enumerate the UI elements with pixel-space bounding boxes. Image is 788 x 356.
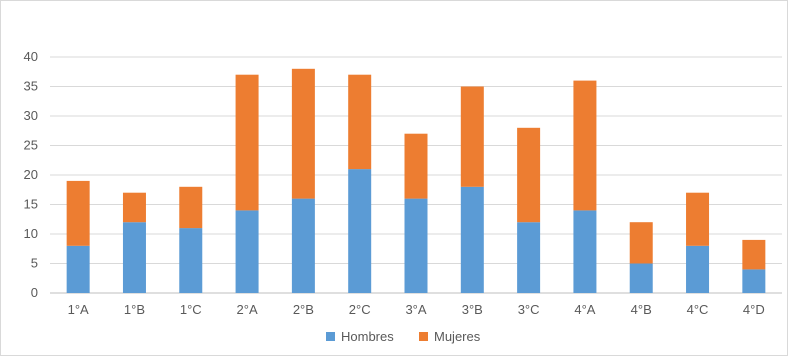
- bar-mujeres-3: [235, 74, 259, 211]
- x-tick-label: 4°A: [574, 302, 595, 317]
- x-tick-label: 3°C: [518, 302, 540, 317]
- y-tick-label: 0: [31, 285, 38, 300]
- y-tick-label: 20: [24, 167, 38, 182]
- legend-label-hombres: Hombres: [341, 329, 394, 344]
- bar-mujeres-9: [573, 80, 597, 211]
- y-tick-label: 40: [24, 49, 38, 64]
- y-tick-label: 10: [24, 226, 38, 241]
- bar-hombres-9: [573, 210, 597, 293]
- bar-mujeres-0: [66, 180, 90, 246]
- x-tick-label: 4°B: [631, 302, 652, 317]
- bar-mujeres-4: [291, 68, 315, 199]
- bar-hombres-10: [629, 263, 653, 293]
- bar-hombres-0: [66, 245, 90, 293]
- bar-mujeres-1: [122, 192, 146, 223]
- bar-mujeres-12: [742, 239, 766, 270]
- y-tick-label: 30: [24, 108, 38, 123]
- y-tick-label: 15: [24, 197, 38, 212]
- bar-mujeres-11: [686, 192, 710, 246]
- y-tick-label: 25: [24, 138, 38, 153]
- bar-mujeres-5: [348, 74, 372, 170]
- legend-swatch-mujeres: [419, 332, 428, 341]
- bar-hombres-4: [291, 198, 315, 293]
- x-tick-label: 3°A: [405, 302, 426, 317]
- x-axis-ticks: 1°A 1°B 1°C 2°A 2°B 2°C 3°A 3°B 3°C 4°A 4°B 4°C 4°D: [68, 302, 765, 317]
- y-tick-label: 35: [24, 79, 38, 94]
- bar-mujeres-8: [517, 127, 541, 223]
- x-tick-label: 2°C: [349, 302, 371, 317]
- x-tick-label: 4°D: [743, 302, 765, 317]
- bar-hombres-1: [122, 222, 146, 293]
- bar-hombres-2: [179, 228, 203, 293]
- bar-mujeres-6: [404, 133, 428, 199]
- bar-hombres-7: [460, 186, 484, 293]
- x-tick-label: 1°B: [124, 302, 145, 317]
- legend-swatch-hombres: [326, 332, 335, 341]
- y-tick-label: 5: [31, 256, 38, 271]
- bar-hombres-12: [742, 269, 766, 293]
- legend: Hombres Mujeres: [326, 329, 481, 344]
- x-tick-label: 1°A: [68, 302, 89, 317]
- bar-hombres-11: [686, 245, 710, 293]
- x-tick-label: 4°C: [687, 302, 709, 317]
- bar-hombres-6: [404, 198, 428, 293]
- x-tick-label: 2°A: [237, 302, 258, 317]
- bar-hombres-8: [517, 222, 541, 293]
- bar-mujeres-2: [179, 186, 203, 229]
- x-tick-label: 3°B: [462, 302, 483, 317]
- y-axis-ticks: 0 5 10 15 20 25 30 35 40: [24, 49, 38, 300]
- bar-mujeres-10: [629, 222, 653, 264]
- x-tick-label: 2°B: [293, 302, 314, 317]
- bars: [66, 68, 766, 293]
- bar-mujeres-7: [460, 86, 484, 187]
- bar-hombres-3: [235, 210, 259, 293]
- legend-label-mujeres: Mujeres: [434, 329, 481, 344]
- x-tick-label: 1°C: [180, 302, 202, 317]
- bar-hombres-5: [348, 169, 372, 293]
